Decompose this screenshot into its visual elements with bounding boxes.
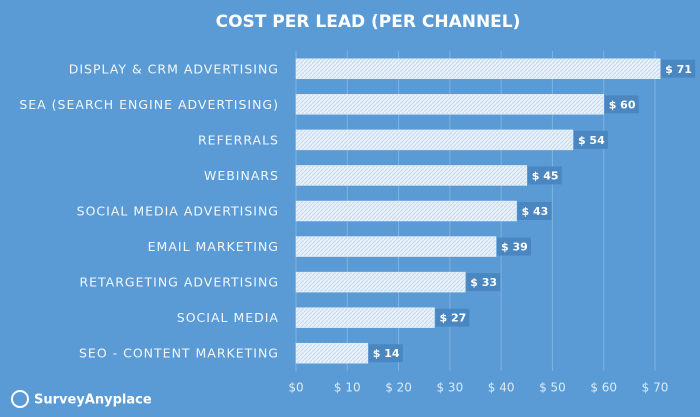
value-label: $ 43 (522, 205, 549, 218)
bar (295, 200, 517, 222)
value-label: $ 27 (439, 312, 466, 325)
chart-title: COST PER LEAD (PER CHANNEL) (216, 12, 521, 32)
x-tick-label: $ 40 (488, 381, 515, 395)
x-tick-label: $ 70 (642, 381, 669, 395)
value-label-bg (517, 202, 552, 220)
brand-text: SurveyAnyplace (34, 393, 152, 408)
value-label-bg (527, 166, 562, 185)
value-label: $ 45 (532, 169, 559, 182)
bar (295, 165, 528, 186)
value-label-bg (435, 308, 470, 327)
bar (295, 307, 435, 328)
x-tick-label: $0 (288, 381, 303, 395)
value-label: $ 71 (665, 63, 692, 76)
value-label-bg (661, 59, 696, 78)
x-tick-label: $ 60 (590, 381, 617, 395)
value-label: $ 60 (609, 98, 636, 111)
bar (295, 58, 661, 80)
bar (295, 129, 574, 151)
bar (295, 236, 497, 257)
x-tick-label: $ 50 (539, 381, 566, 395)
value-label: $ 33 (470, 276, 497, 289)
value-label-bg (604, 95, 639, 114)
bar (295, 271, 466, 293)
bar (295, 342, 369, 364)
y-tick-label: SOCIAL MEDIA (177, 310, 279, 325)
y-tick-label: EMAIL MARKETING (148, 239, 279, 254)
x-tick-label: $ 30 (436, 381, 463, 395)
value-label-bg (368, 344, 403, 363)
x-tick-label: $ 10 (334, 381, 361, 395)
bar (295, 94, 604, 115)
brand-logo: SurveyAnyplace (11, 390, 152, 408)
y-tick-label: DISPLAY & CRM ADVERTISING (69, 61, 279, 76)
y-tick-label: RETARGETING ADVERTISING (79, 275, 279, 290)
y-tick-label: SEA (SEARCH ENGINE ADVERTISING) (19, 97, 279, 112)
x-tick-label: $ 20 (385, 381, 412, 395)
y-tick-label: SEO - CONTENT MARKETING (79, 346, 279, 361)
value-label-bg (573, 130, 608, 149)
y-tick-label: REFERRALS (198, 132, 279, 147)
value-label: $ 14 (373, 347, 400, 360)
value-label-bg (466, 273, 501, 292)
y-tick-label: WEBINARS (204, 168, 279, 183)
value-label-bg (497, 237, 532, 256)
value-label: $ 54 (578, 134, 605, 147)
value-label: $ 39 (501, 241, 528, 254)
y-tick-label: SOCIAL MEDIA ADVERTISING (77, 204, 279, 219)
